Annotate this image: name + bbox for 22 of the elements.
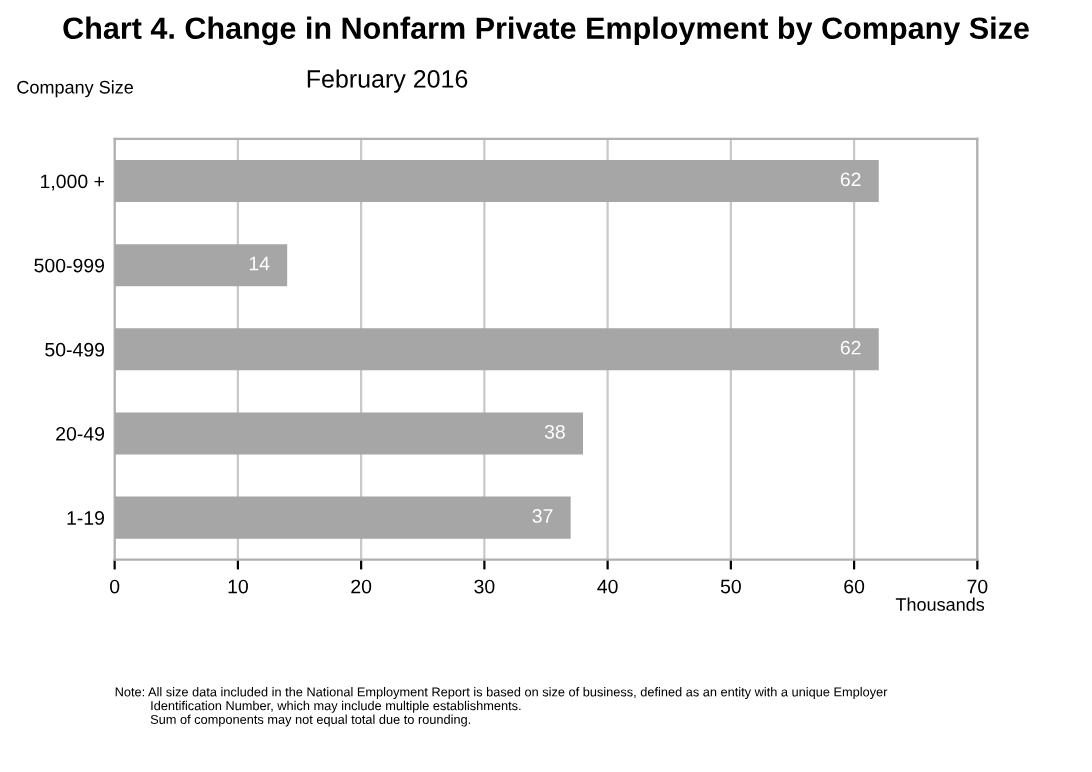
y-tick-label: 20-49: [56, 426, 105, 441]
x-tick-label: 30: [474, 579, 495, 594]
data-label: 37: [532, 509, 553, 523]
data-label: 14: [249, 256, 270, 271]
x-tick-label: 10: [228, 579, 248, 594]
data-label: 62: [840, 172, 861, 187]
chart-subtitle: February 2016: [307, 69, 468, 93]
x-axis-title: Thousands: [895, 597, 985, 611]
y-tick-label: 500-999: [34, 258, 105, 273]
x-tick-label: 50: [720, 579, 741, 594]
x-tick-label: 70: [967, 579, 988, 594]
data-label: 38: [544, 424, 565, 439]
x-tick-label: 0: [110, 579, 120, 594]
y-tick-label: 1,000 +: [41, 174, 104, 191]
y-tick-label: 1-19: [67, 511, 105, 525]
y-axis-title: Company Size: [17, 80, 133, 98]
x-tick-label: 40: [597, 579, 618, 594]
chart-title: Chart 4. Change in Nonfarm Private Employment by Company Size: [63, 16, 1029, 46]
data-label: 62: [840, 340, 861, 355]
y-tick-label: 50-499: [45, 342, 105, 357]
x-tick-label: 60: [844, 579, 865, 594]
x-tick-label: 20: [351, 579, 372, 594]
